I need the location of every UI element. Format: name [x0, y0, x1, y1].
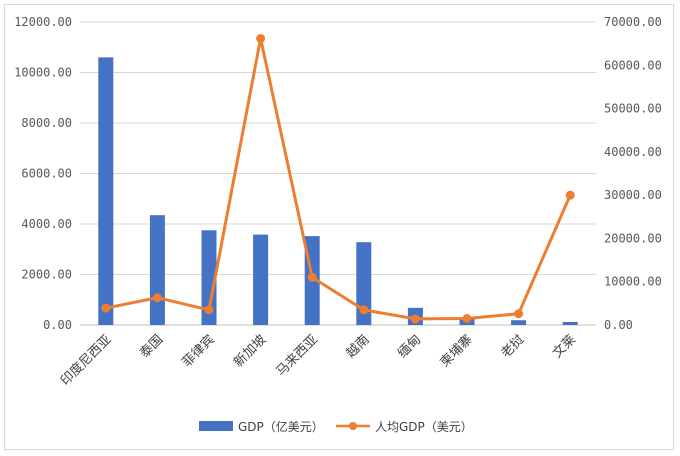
- left-tick-label: 10000.00: [14, 66, 72, 80]
- legend: GDP（亿美元） 人均GDP（美元）: [199, 419, 473, 434]
- legend-swatch-gdp: [199, 421, 233, 431]
- per-capita-line: [101, 33, 575, 324]
- per-capita-gdp-point: [307, 272, 317, 282]
- left-axis-ticks: 0.00 2000.00 4000.00 6000.00 8000.00 10000.00…: [14, 15, 72, 332]
- gdp-bar: [149, 215, 165, 325]
- right-tick-label: 70000.00: [604, 15, 662, 29]
- per-capita-gdp-point: [462, 314, 472, 324]
- gdp-bar: [562, 321, 578, 325]
- per-capita-gdp-line: [105, 36, 572, 321]
- right-tick-label: 60000.00: [604, 58, 662, 72]
- right-tick-label: 0.00: [604, 318, 633, 332]
- gdp-bars: [98, 57, 578, 325]
- right-tick-label: 40000.00: [604, 145, 662, 159]
- category-label: 泰国: [137, 332, 166, 361]
- left-tick-label: 0.00: [43, 318, 72, 332]
- right-tick-label: 20000.00: [604, 231, 662, 245]
- right-tick-label: 10000.00: [604, 275, 662, 289]
- per-capita-gdp-point: [514, 309, 524, 319]
- gdp-bar: [511, 320, 527, 325]
- right-axis-ticks: 0.00 10000.00 20000.00 30000.00 40000.00 5000…: [604, 15, 662, 332]
- per-capita-gdp-point: [101, 303, 111, 313]
- per-capita-gdp-point: [410, 314, 420, 324]
- left-tick-label: 2000.00: [21, 268, 72, 282]
- left-tick-label: 4000.00: [21, 217, 72, 231]
- legend-swatch-per-capita-marker: [349, 422, 357, 430]
- gridlines: [80, 21, 596, 326]
- right-tick-label: 50000.00: [604, 102, 662, 116]
- category-label: 印度尼西亚: [57, 332, 114, 389]
- gdp-bar: [253, 234, 269, 325]
- per-capita-gdp-point: [565, 190, 575, 200]
- left-tick-label: 6000.00: [21, 167, 72, 181]
- gdp-bar: [98, 57, 114, 325]
- right-tick-label: 30000.00: [604, 188, 662, 202]
- left-tick-label: 12000.00: [14, 15, 72, 29]
- category-label: 越南: [343, 332, 373, 362]
- category-label: 马来西亚: [274, 332, 321, 379]
- gdp-bar: [201, 230, 217, 325]
- category-label: 文莱: [550, 332, 579, 361]
- per-capita-gdp-point: [204, 305, 214, 315]
- chart-frame: [4, 4, 674, 450]
- legend-label-per-capita: 人均GDP（美元）: [375, 420, 473, 434]
- legend-label-gdp: GDP（亿美元）: [238, 419, 324, 434]
- per-capita-gdp-point: [152, 293, 162, 303]
- per-capita-gdp-point: [256, 33, 266, 43]
- category-label: 缅甸: [395, 332, 424, 361]
- category-label: 新加坡: [231, 332, 270, 371]
- category-labels: 印度尼西亚 泰国 菲律宾 新加坡 马来西亚 越南 缅甸 柬埔寨 老挝 文莱: [57, 332, 579, 389]
- category-label: 老挝: [498, 332, 527, 361]
- per-capita-gdp-point: [359, 305, 369, 315]
- left-tick-label: 8000.00: [21, 116, 72, 130]
- category-label: 菲律宾: [179, 332, 218, 371]
- gdp-bar: [356, 242, 372, 325]
- category-label: 柬埔寨: [437, 332, 476, 371]
